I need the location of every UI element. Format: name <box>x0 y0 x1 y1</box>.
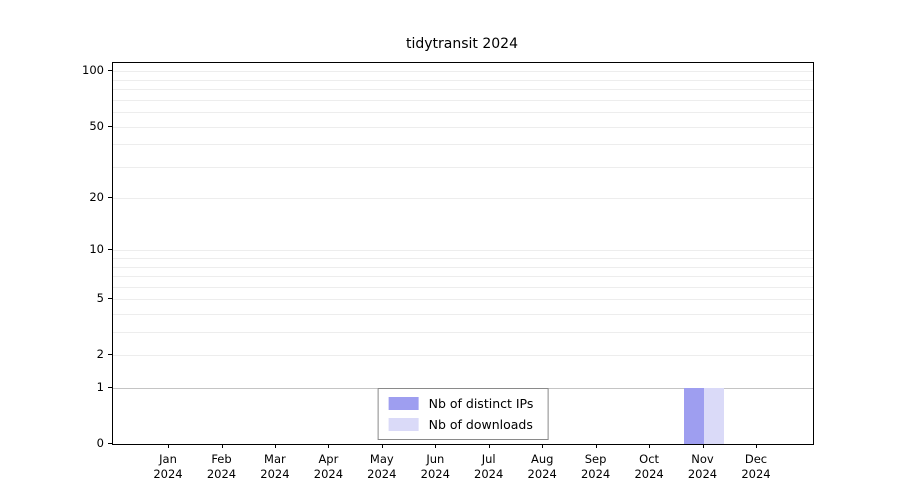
y-tick-label: 20 <box>89 190 104 205</box>
x-tick-label: Jan 2024 <box>136 452 200 482</box>
gridline <box>113 286 813 288</box>
x-tick-label: Oct 2024 <box>617 452 681 482</box>
x-tick-label-line: 2024 <box>420 467 450 481</box>
gridline <box>113 99 813 101</box>
x-tick-label-line: Aug <box>530 452 554 466</box>
y-tick-mark <box>108 387 112 388</box>
gridline <box>113 89 813 91</box>
gridline <box>113 79 813 81</box>
x-tick-label: Jun 2024 <box>403 452 467 482</box>
gridline <box>113 258 813 260</box>
x-tick-label-line: Feb <box>211 452 232 466</box>
x-tick-label-line: 2024 <box>260 467 290 481</box>
x-tick-label-line: Nov <box>691 452 714 466</box>
x-tick-label-line: Apr <box>318 452 339 466</box>
x-tick-mark <box>702 444 704 448</box>
x-tick-label-line: 2024 <box>313 467 344 481</box>
x-tick-mark <box>168 444 169 448</box>
x-tick-label-line: 2024 <box>206 467 237 481</box>
gridline <box>113 276 813 278</box>
gridline <box>113 266 813 268</box>
legend-item: Nb of downloads <box>388 417 534 432</box>
x-tick-label-line: Jan <box>159 452 177 466</box>
x-tick-mark <box>488 444 490 448</box>
y-tick-label: 0 <box>96 436 104 450</box>
gridline <box>113 355 813 357</box>
y-tick-label: 100 <box>82 63 104 78</box>
x-tick-label-line: 2024 <box>687 467 718 481</box>
y-tick-mark <box>108 298 112 300</box>
x-tick-label: Sep 2024 <box>564 452 628 482</box>
gridline <box>113 71 813 73</box>
x-tick-mark <box>649 444 651 448</box>
x-tick-mark <box>274 444 276 448</box>
x-tick-label: Aug 2024 <box>510 452 574 482</box>
x-tick-label: Mar 2024 <box>243 452 307 482</box>
x-tick-label-line: May <box>369 452 394 466</box>
y-tick-mark <box>108 125 112 127</box>
x-tick-label-line: 2024 <box>741 467 771 481</box>
x-tick-label-line: Jun <box>426 452 445 466</box>
y-tick-label: 2 <box>96 347 104 362</box>
y-tick-label: 1 <box>96 380 104 394</box>
x-tick-mark <box>595 444 597 448</box>
x-tick-mark <box>328 444 330 448</box>
gridline <box>113 332 813 334</box>
bars-layer <box>113 63 813 444</box>
y-tick-mark <box>108 354 112 356</box>
x-tick-label: Jul 2024 <box>457 452 521 482</box>
x-tick-label-line: 2024 <box>153 467 183 481</box>
bar-nb-of-distinct-ips <box>683 388 704 444</box>
bar-nb-of-downloads <box>703 388 724 444</box>
x-tick-mark <box>221 444 223 448</box>
x-tick-mark <box>381 444 383 448</box>
x-tick-mark <box>435 444 437 448</box>
y-tick-label: 10 <box>89 242 104 257</box>
y-tick-label: 50 <box>89 118 104 133</box>
legend-swatch-icon <box>388 418 419 431</box>
x-tick-mark <box>542 444 544 448</box>
chart-title: tidytransit 2024 <box>406 36 518 52</box>
legend-label: Nb of downloads <box>428 417 533 432</box>
x-tick-label: Dec 2024 <box>724 452 788 482</box>
gridline <box>113 144 813 146</box>
y-tick-mark <box>108 443 112 444</box>
x-tick-label: Nov 2024 <box>671 452 735 482</box>
x-tick-label-line: Mar <box>264 452 286 466</box>
gridline <box>113 126 813 128</box>
x-tick-label: Feb 2024 <box>190 452 254 482</box>
gridline <box>113 314 813 315</box>
x-tick-label-line: Sep <box>584 452 607 466</box>
legend-swatch-icon <box>388 397 419 410</box>
x-tick-label: May 2024 <box>350 452 414 482</box>
x-tick-label-line: 2024 <box>580 467 611 481</box>
x-tick-label-line: Jul <box>481 452 496 466</box>
x-tick-label: Apr 2024 <box>296 452 360 482</box>
x-tick-mark <box>756 444 757 448</box>
gridline <box>113 166 813 168</box>
x-tick-label-line: 2024 <box>474 467 504 481</box>
gridline <box>113 299 813 301</box>
x-tick-label-line: Oct <box>639 452 660 466</box>
y-tick-mark <box>108 197 112 199</box>
y-tick-mark <box>108 70 112 72</box>
x-tick-label-line: 2024 <box>527 467 557 481</box>
legend: Nb of distinct IPs Nb of downloads <box>377 388 549 440</box>
y-tick-label: 5 <box>96 291 104 306</box>
x-tick-label-line: Dec <box>744 452 768 466</box>
gridline <box>113 250 813 252</box>
gridline <box>113 112 813 114</box>
x-tick-label-line: 2024 <box>634 467 664 481</box>
plot-area: Nb of distinct IPs Nb of downloads <box>112 62 814 445</box>
x-tick-label-line: 2024 <box>367 467 397 481</box>
legend-item: Nb of distinct IPs <box>388 396 534 411</box>
legend-label: Nb of distinct IPs <box>428 396 534 411</box>
gridline <box>113 198 813 200</box>
y-tick-mark <box>108 249 112 251</box>
